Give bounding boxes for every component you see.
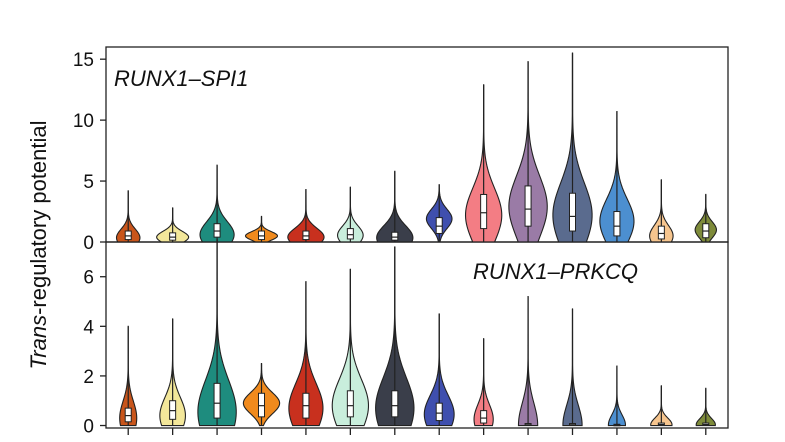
box-top-8 [435,217,443,234]
y-axis-label-italic: Trans [26,315,51,370]
box-bottom-4 [258,392,265,418]
y-tick-label-top-0: 0 [83,233,94,254]
panel-top: 0 5 10 15 [73,46,729,254]
box-bottom-1 [124,407,132,423]
bottom-panel-label: RUNX1–PRKCQ [473,259,638,284]
y-axis-label-rest: -regulatory potential [26,120,51,314]
box-bottom-2 [169,400,177,420]
box-bottom-3 [213,382,221,419]
box-top-11 [569,192,576,232]
panel-bottom: 0 2 4 6 [83,238,729,438]
box-top-1 [124,230,132,241]
y-tick-label-bottom-2: 4 [83,317,94,338]
box-bottom-7 [391,390,399,418]
box-top-2 [169,232,177,241]
top-panel-label: RUNX1–SPI1 [114,66,249,91]
box-bottom-6 [346,390,354,418]
box-top-6 [346,228,354,240]
plot-frame-bottom [105,241,729,429]
box-bottom-9 [480,410,488,424]
box-top-3 [213,223,221,238]
y-tick-label-top-1: 5 [83,172,94,193]
box-top-12 [613,211,621,237]
box-top-4 [258,230,265,241]
box-top-9 [480,193,488,230]
y-tick-label-bottom-3: 6 [83,268,94,289]
box-top-5 [302,230,310,241]
y-tick-label-top-3: 15 [73,50,94,71]
y-tick-label-top-2: 10 [73,111,94,132]
box-top-13 [657,225,665,240]
box-top-7 [391,231,399,241]
box-top-10 [524,185,532,227]
box-bottom-8 [435,402,443,422]
y-axis-label: Trans-regulatory potential [26,120,51,369]
y-tick-label-bottom-1: 2 [83,367,94,388]
y-tick-label-bottom-0: 0 [83,417,94,438]
